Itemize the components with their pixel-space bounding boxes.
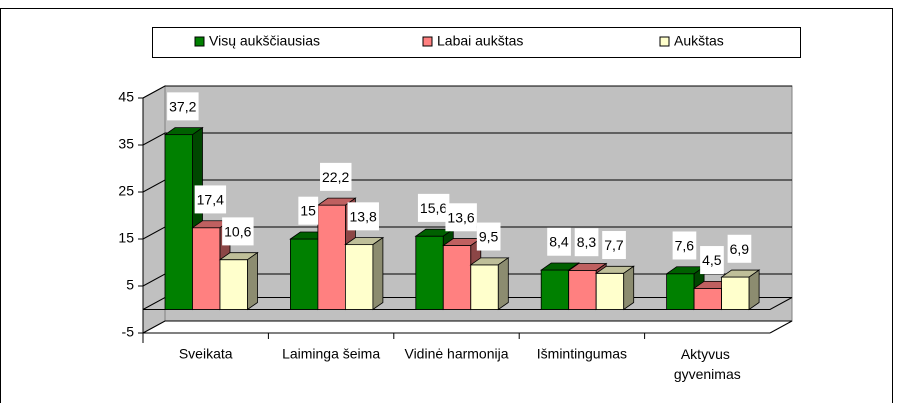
value-label-bg — [320, 162, 352, 191]
value-label-bg — [700, 246, 724, 275]
bar-front — [289, 238, 319, 310]
value-label-bg — [417, 193, 450, 222]
grid-line — [142, 85, 792, 99]
bar-front — [317, 204, 346, 310]
bar-front — [344, 244, 374, 310]
value-label: 15,6 — [420, 200, 447, 216]
value-label: 8,4 — [549, 234, 569, 250]
value-label-bg — [167, 92, 199, 121]
legend-label: Visų aukščiausias — [209, 33, 320, 49]
bar-side — [372, 236, 384, 311]
bar — [218, 251, 259, 311]
value-label: 37,2 — [169, 98, 196, 114]
value-label-bg — [602, 231, 626, 260]
value-label: 13,6 — [447, 209, 474, 225]
value-label-bg — [727, 234, 752, 263]
value-label-bg — [194, 185, 227, 214]
legend-label: Labai aukštas — [437, 33, 523, 49]
value-label-bg — [547, 227, 571, 256]
legend-swatch — [194, 36, 205, 47]
value-label-bg — [347, 202, 379, 231]
value-label-bg — [476, 222, 501, 251]
value-label-bg — [672, 231, 697, 260]
bar-front — [721, 276, 750, 310]
bar-front — [568, 270, 597, 310]
bar — [594, 265, 635, 311]
bar-front — [595, 272, 625, 310]
grid-line — [142, 132, 792, 146]
bar-front — [470, 264, 499, 310]
bar-side — [247, 251, 258, 311]
x-tick-label: Laiminga šeima — [282, 346, 380, 362]
y-tick-label: 15 — [118, 230, 134, 246]
y-tick-label: 45 — [118, 89, 134, 105]
value-label: 13,8 — [350, 208, 377, 224]
x-axis-depth — [769, 320, 793, 334]
bar — [720, 269, 761, 311]
value-label: 7,6 — [675, 237, 695, 253]
bar-front — [192, 227, 221, 310]
legend-box — [152, 27, 801, 58]
bar-front — [415, 235, 444, 310]
value-label: 8,3 — [577, 234, 597, 250]
bar-side — [497, 257, 509, 311]
bar-front — [693, 287, 722, 310]
bar-front — [540, 269, 570, 310]
legend-swatch — [659, 36, 670, 47]
side-wall — [142, 85, 166, 334]
y-tick-label: 5 — [126, 277, 134, 293]
bar — [344, 236, 385, 311]
value-label-bg — [445, 203, 477, 232]
value-label: 6,9 — [730, 241, 750, 257]
value-label: 10,6 — [224, 223, 251, 239]
x-tick-label: Aktyvus gyvenimas — [674, 346, 741, 382]
bar-front — [666, 273, 695, 310]
value-label-bg — [574, 228, 599, 257]
bar-side — [748, 269, 760, 311]
value-label: 15 — [300, 203, 316, 219]
grid-line — [142, 320, 792, 334]
y-tick-label: 35 — [118, 136, 134, 152]
legend-swatch — [422, 36, 433, 47]
y-tick-label: -5 — [122, 324, 135, 340]
x-tick-label: Sveikata — [179, 346, 233, 362]
x-tick-label: Išmintingumas — [537, 346, 627, 362]
bar-front — [219, 259, 248, 310]
bar — [469, 257, 510, 311]
value-label-bg — [222, 217, 254, 246]
bar-front — [442, 245, 472, 310]
bar-side — [623, 265, 635, 311]
value-label: 22,2 — [322, 169, 349, 185]
x-tick-label: Vidinė harmonija — [404, 346, 508, 362]
value-label: 9,5 — [479, 229, 499, 245]
y-tick-label: 25 — [118, 183, 134, 199]
value-label: 17,4 — [197, 191, 224, 207]
value-label: 4,5 — [702, 252, 722, 268]
legend-label: Aukštas — [674, 33, 724, 49]
bar-front — [164, 134, 193, 310]
value-label: 7,7 — [604, 237, 624, 253]
value-label-bg — [298, 196, 319, 225]
